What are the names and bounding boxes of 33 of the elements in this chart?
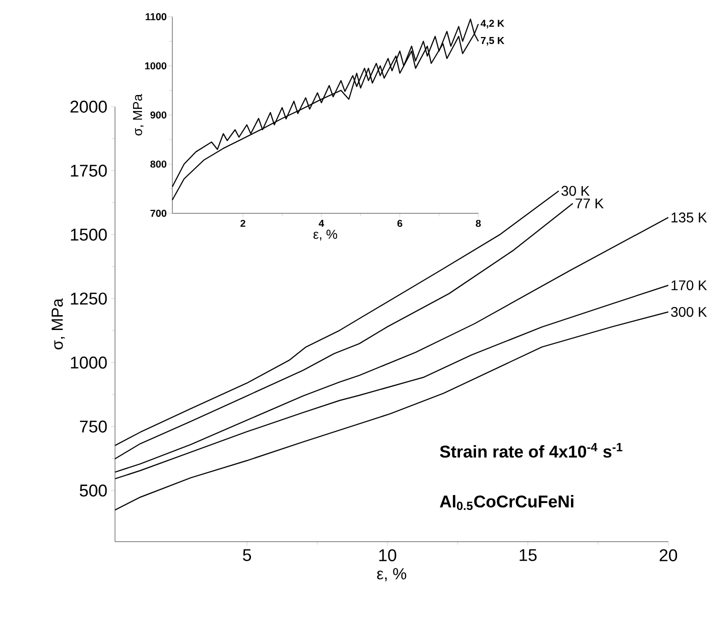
- y-tick-label: 1100: [146, 13, 166, 20]
- series-label: 7,5 K: [480, 37, 504, 46]
- y-tick-label: 800: [150, 160, 166, 168]
- series-label: 170 K: [672, 280, 707, 290]
- y-tick-label: 1750: [70, 164, 107, 177]
- x-axis-title: ε, %: [377, 568, 406, 582]
- x-tick-label: 10: [379, 549, 396, 562]
- y-axis-title: σ, MPa: [133, 94, 144, 136]
- text: Strain rate of 4x10$^{-4}$ s$^{-1}$: [440, 443, 622, 458]
- x-tick-label: 2: [240, 220, 246, 227]
- series-label: 77 K: [576, 198, 604, 208]
- series-label: 30 K: [562, 186, 590, 196]
- series-label: 135 K: [672, 212, 707, 222]
- y-tick-label: 750: [80, 420, 107, 433]
- y-tick-label: 1000: [145, 62, 166, 70]
- y-tick-label: 2000: [70, 100, 107, 113]
- x-axis-title: ε, %: [313, 230, 338, 240]
- x-tick-label: 15: [520, 549, 537, 562]
- x-tick-label: 20: [660, 549, 678, 562]
- y-tick-label: 1000: [70, 356, 107, 369]
- x-tick-label: 8: [476, 220, 481, 227]
- y-axis-title: σ, MPa: [52, 298, 65, 350]
- x-tick-label: 5: [242, 549, 252, 562]
- y-tick-label: 700: [150, 210, 166, 217]
- series-label: 4,2 K: [480, 20, 504, 28]
- y-tick-label: 500: [80, 484, 107, 497]
- y-tick-label: 1250: [70, 292, 107, 305]
- x-tick-label: 6: [397, 220, 402, 227]
- text: Al$_{0.5}$CoCrCuFeNi: [440, 495, 574, 510]
- x-tick-label: 4: [318, 220, 324, 227]
- series-label: 300 K: [671, 306, 707, 317]
- y-tick-label: 1500: [70, 228, 107, 241]
- y-tick-label: 900: [150, 111, 166, 119]
